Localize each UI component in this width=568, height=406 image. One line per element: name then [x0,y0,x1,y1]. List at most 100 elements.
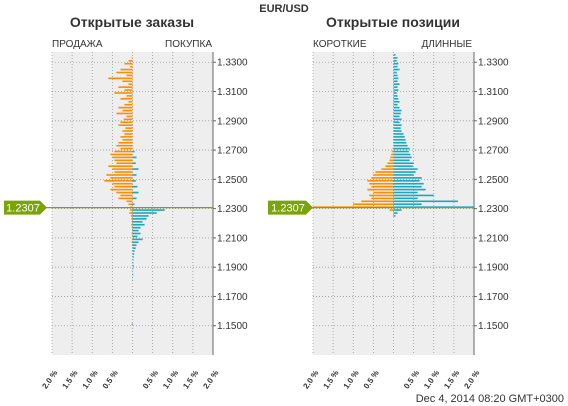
orders-panel-title: Открытые заказы [70,14,194,30]
orders-right-bar [132,235,138,238]
orders-price-badge-shape [4,200,47,215]
positions-right-bar [393,180,420,182]
positions-right-bar [393,168,418,170]
positions-left-bar [367,188,394,191]
orders-left-bar [124,89,133,91]
positions-right-bar [393,95,398,97]
orders-right-bar [132,168,139,170]
positions-right-bar [393,112,401,115]
orders-right-bar [132,241,139,244]
orders-xtick-label: 1.0 % [161,369,180,391]
orders-left-bar [116,162,133,165]
positions-price-badge-shape [268,200,313,215]
orders-right-bar [132,180,136,182]
orders-right-bar [132,174,137,176]
orders-left-bar [110,177,133,179]
orders-left-bar [120,98,133,100]
orders-left-bar [129,212,133,214]
orders-right-bar [132,264,134,267]
positions-long-label: ДЛИННЫЕ [422,39,473,50]
positions-right-bar [393,150,409,153]
positions-right-bar [393,147,410,150]
orders-left-bar [122,139,133,141]
positions-ytick-label: 1.2300 [478,204,509,215]
orders-right-bar [132,150,135,153]
orders-ytick-label: 1.2300 [217,204,248,215]
orders-ytick-label: 1.1500 [217,321,248,332]
orders-xtick-label: 1.5 % [61,369,80,391]
orders-left-bar [114,171,133,173]
positions-right-bar [393,77,399,80]
positions-left-bar [385,165,394,167]
positions-right-bar [393,212,398,214]
positions-xtick-label: 2.0 % [462,369,481,391]
orders-left-bar [124,62,133,65]
positions-right-bar [393,197,418,200]
positions-left-bar [389,159,394,162]
positions-right-bar [393,174,414,176]
positions-price-badge-text: 1.2307 [271,203,305,215]
positions-left-bar [387,162,394,165]
orders-xtick-label: 1.0 % [81,369,100,391]
positions-right-bar [393,133,404,135]
positions-right-bar [393,159,410,162]
timestamp: Dec 4, 2014 08:20 GMT+0300 [416,393,564,405]
orders-right-bar [132,238,143,241]
positions-right-bar [393,62,399,65]
orders-right-bar [132,156,137,159]
orders-xtick-label: 0.5 % [141,369,160,391]
positions-left-bar [392,147,394,150]
orders-right-bar [132,229,139,232]
positions-right-bar [393,203,422,206]
orders-left-bar [116,71,133,74]
orders-left-bar [131,220,133,223]
orders-left-bar [112,182,133,185]
orders-left-bar [128,100,133,103]
positions-right-bar [393,177,422,179]
orders-left-bar [122,80,133,83]
orders-left-bar [110,188,133,191]
positions-short-label: КОРОТКИЕ [313,39,367,50]
orders-right-bar [132,203,135,206]
positions-right-bar [393,83,400,86]
positions-right-bar [393,185,422,188]
orders-left-bar [116,144,133,147]
orders-left-bar [106,174,133,176]
positions-ytick-label: 1.2100 [478,233,509,244]
positions-right-bar [393,127,401,129]
orders-left-bar [124,103,133,106]
orders-right-bar [132,244,137,247]
orders-right-bar [132,215,149,217]
positions-price-badge: 1.2307 [268,200,313,215]
positions-right-bar [393,92,397,94]
positions-right-bar [393,86,398,88]
positions-right-bar [393,59,397,62]
positions-left-bar [369,182,394,185]
orders-left-bar [104,180,133,182]
positions-right-bar [393,141,407,144]
positions-right-bar [393,165,413,167]
orders-left-bar [128,59,133,62]
positions-left-bar [391,153,394,156]
positions-right-bar [393,162,414,165]
positions-right-bar [393,215,396,217]
positions-right-bar [393,100,400,103]
orders-left-bar [128,203,133,206]
orders-ytick-label: 1.2100 [217,233,248,244]
positions-ytick-label: 1.2500 [478,175,509,186]
positions-xtick-label: 1.0 % [422,369,441,391]
positions-ytick-label: 1.2900 [478,116,509,127]
positions-right-bar [393,171,416,173]
orders-left-bar [131,57,133,59]
orders-left-bar [118,141,133,144]
orders-right-bar [132,232,141,235]
orders-left-bar [108,77,133,80]
positions-right-bar [393,57,398,59]
instrument-title: EUR/USD [259,3,309,15]
positions-left-bar [391,150,394,153]
orders-right-bar [132,212,157,214]
orders-left-bar [131,241,133,244]
orders-buy-label: ПОКУПКА [165,39,212,50]
orders-left-bar [120,121,133,124]
positions-right-bar [393,144,408,147]
